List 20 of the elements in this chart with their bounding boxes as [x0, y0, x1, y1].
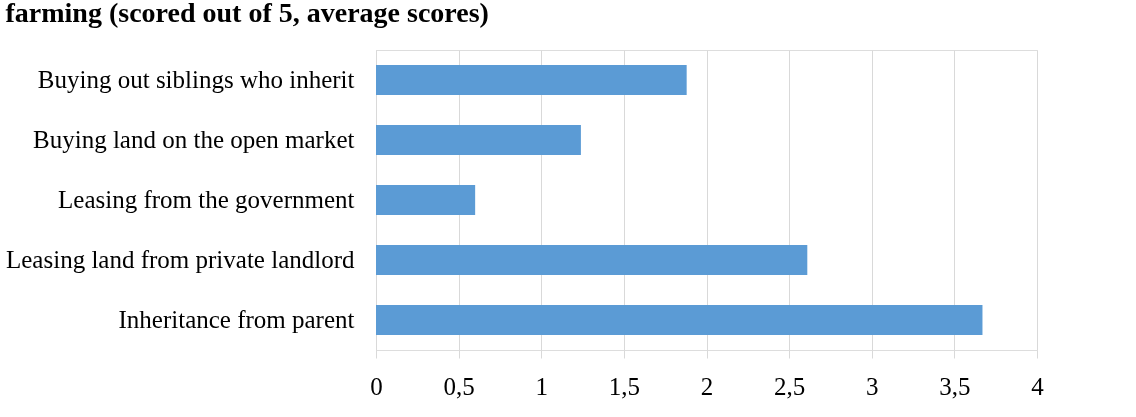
x-tick-label: 2: [700, 372, 714, 400]
x-tick-label: 3: [866, 372, 879, 400]
y-tick-label: Leasing land from private landlord: [6, 246, 355, 273]
bar: [376, 65, 687, 95]
x-tick-label: 2,5: [774, 372, 806, 400]
y-tick-label: Buying land on the open market: [33, 126, 355, 153]
x-tick-label: 0: [370, 372, 383, 400]
y-tick-label: Inheritance from parent: [118, 306, 355, 333]
x-tick-label: 0,5: [443, 372, 475, 400]
chart-title: farming (scored out of 5, average scores): [5, 0, 489, 28]
y-tick-label: Leasing from the government: [58, 186, 355, 213]
bar: [376, 185, 476, 215]
bar: [376, 245, 808, 275]
x-tick-label: 3,5: [939, 372, 971, 400]
y-tick-label: Buying out siblings who inherit: [37, 66, 355, 93]
x-tick-label: 1,5: [608, 372, 640, 400]
x-tick-label: 4: [1031, 372, 1045, 400]
bar: [376, 305, 983, 335]
x-tick-label: 1: [535, 372, 548, 400]
bar: [376, 125, 581, 155]
